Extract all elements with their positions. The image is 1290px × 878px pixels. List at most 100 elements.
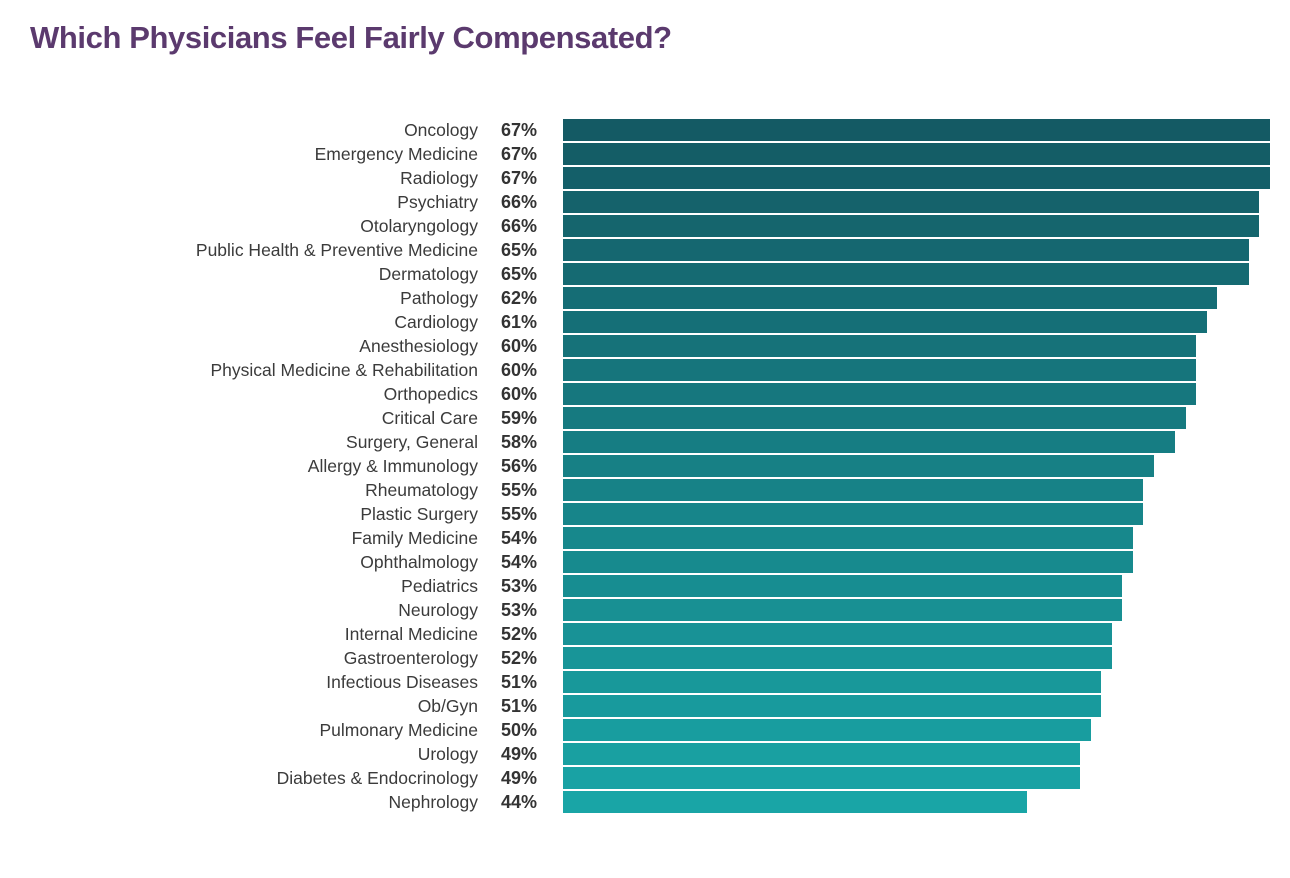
chart-row: Internal Medicine 52%	[0, 622, 1285, 646]
chart-row: Ophthalmology 54%	[0, 550, 1285, 574]
bar	[563, 215, 1260, 237]
category-label: Ophthalmology	[360, 552, 478, 572]
bar	[563, 407, 1186, 429]
bar	[563, 287, 1218, 309]
category-label: Ob/Gyn	[417, 696, 478, 716]
bar	[563, 335, 1197, 357]
bar-track	[563, 719, 1270, 741]
bar-track	[563, 503, 1270, 525]
bar	[563, 431, 1176, 453]
chart-row: Ob/Gyn 51%	[0, 694, 1285, 718]
category-label: Nephrology	[388, 792, 479, 812]
chart-row: Pediatrics 53%	[0, 574, 1285, 598]
category-label: Public Health & Preventive Medicine	[195, 240, 478, 260]
bar	[563, 119, 1270, 141]
category-label: Diabetes & Endocrinology	[276, 768, 478, 788]
chart-row: Pathology 62%	[0, 286, 1285, 310]
bar	[563, 671, 1102, 693]
bar-track	[563, 383, 1270, 405]
bar	[563, 767, 1081, 789]
value-label: 55%	[500, 479, 538, 500]
bar-track	[563, 527, 1270, 549]
bar	[563, 143, 1270, 165]
category-label: Emergency Medicine	[314, 144, 478, 164]
value-label: 62%	[500, 287, 538, 308]
value-label: 52%	[500, 623, 538, 644]
chart-row: Cardiology 61%	[0, 310, 1285, 334]
value-label: 49%	[500, 767, 538, 788]
bar-track	[563, 647, 1270, 669]
bar	[563, 791, 1028, 813]
value-label: 51%	[500, 695, 538, 716]
bar	[563, 623, 1112, 645]
value-label: 60%	[500, 383, 538, 404]
chart-row: Oncology 67%	[0, 118, 1285, 142]
value-label: 52%	[500, 647, 538, 668]
bar-track	[563, 599, 1270, 621]
bar-track	[563, 215, 1270, 237]
category-label: Radiology	[400, 168, 478, 188]
category-label: Orthopedics	[383, 384, 478, 404]
value-label: 55%	[500, 503, 538, 524]
bar-track	[563, 143, 1270, 165]
compensation-bar-chart: Oncology 67% Emergency Medicine 67% Radiolog…	[0, 118, 1285, 814]
chart-row: Urology 49%	[0, 742, 1285, 766]
chart-row: Radiology 67%	[0, 166, 1285, 190]
value-label: 53%	[500, 599, 538, 620]
chart-row: Dermatology 65%	[0, 262, 1285, 286]
chart-row: Otolaryngology 66%	[0, 214, 1285, 238]
category-label: Surgery, General	[346, 432, 478, 452]
value-label: 66%	[500, 191, 538, 212]
value-label: 54%	[500, 551, 538, 572]
chart-row: Gastroenterology 52%	[0, 646, 1285, 670]
bar-track	[563, 359, 1270, 381]
bar	[563, 239, 1249, 261]
category-label: Urology	[417, 744, 478, 764]
bar-track	[563, 335, 1270, 357]
value-label: 53%	[500, 575, 538, 596]
bar-track	[563, 191, 1270, 213]
bar	[563, 383, 1197, 405]
bar-track	[563, 575, 1270, 597]
category-label: Infectious Diseases	[326, 672, 478, 692]
bar	[563, 191, 1260, 213]
value-label: 60%	[500, 335, 538, 356]
bar	[563, 455, 1154, 477]
bar	[563, 263, 1249, 285]
bar-track	[563, 263, 1270, 285]
chart-row: Anesthesiology 60%	[0, 334, 1285, 358]
bar	[563, 719, 1091, 741]
bar	[563, 359, 1197, 381]
value-label: 59%	[500, 407, 538, 428]
value-label: 67%	[500, 167, 538, 188]
category-label: Plastic Surgery	[360, 504, 478, 524]
chart-row: Allergy & Immunology 56%	[0, 454, 1285, 478]
chart-row: Psychiatry 66%	[0, 190, 1285, 214]
value-label: 66%	[500, 215, 538, 236]
bar	[563, 479, 1144, 501]
bar-track	[563, 407, 1270, 429]
bar-track	[563, 671, 1270, 693]
bar-track	[563, 551, 1270, 573]
chart-row: Pulmonary Medicine 50%	[0, 718, 1285, 742]
category-label: Otolaryngology	[360, 216, 478, 236]
page-title: Which Physicians Feel Fairly Compensated…	[30, 20, 672, 55]
value-label: 56%	[500, 455, 538, 476]
value-label: 67%	[500, 119, 538, 140]
bar-track	[563, 623, 1270, 645]
chart-row: Neurology 53%	[0, 598, 1285, 622]
chart-row: Family Medicine 54%	[0, 526, 1285, 550]
value-label: 65%	[500, 263, 538, 284]
value-label: 60%	[500, 359, 538, 380]
category-label: Physical Medicine & Rehabilitation	[210, 360, 479, 380]
value-label: 67%	[500, 143, 538, 164]
category-label: Pulmonary Medicine	[319, 720, 478, 740]
category-label: Family Medicine	[351, 528, 478, 548]
bar	[563, 743, 1081, 765]
bar	[563, 695, 1102, 717]
chart-row: Infectious Diseases 51%	[0, 670, 1285, 694]
bar-track	[563, 767, 1270, 789]
bar	[563, 551, 1133, 573]
chart-row: Physical Medicine & Rehabilitation 60%	[0, 358, 1285, 382]
bar	[563, 599, 1123, 621]
